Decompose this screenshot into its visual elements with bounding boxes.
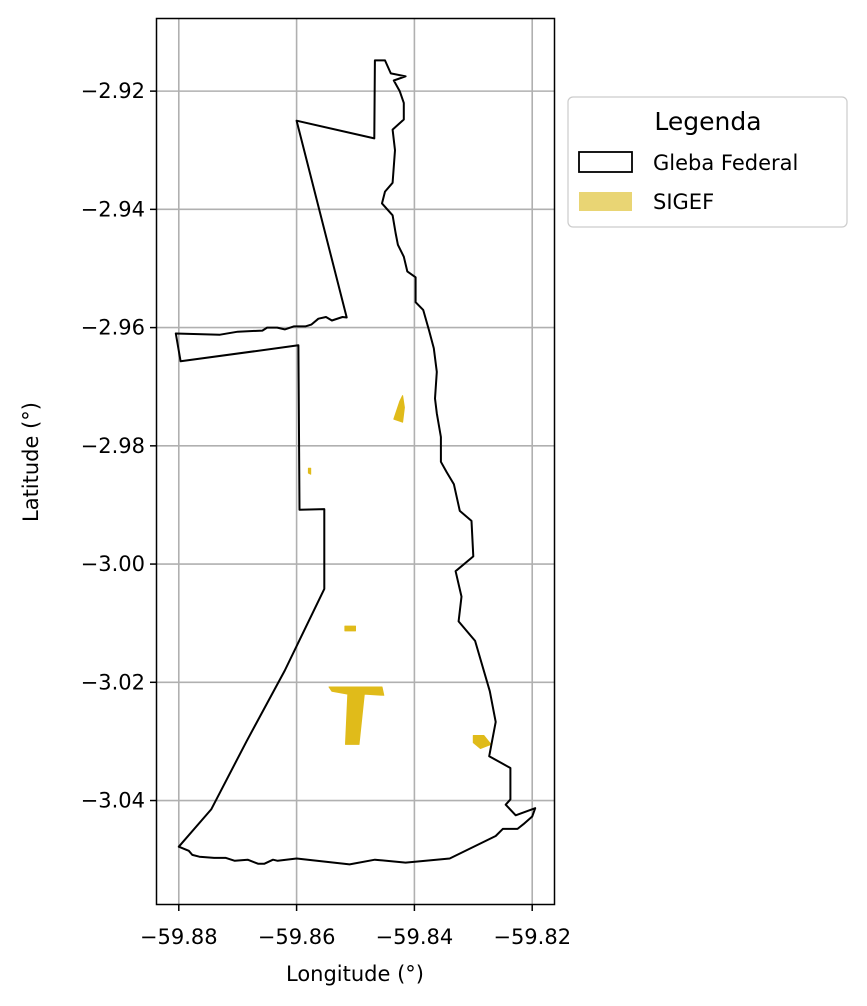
gleba-federal-boundary bbox=[174, 59, 537, 866]
plot-frame bbox=[155, 17, 556, 906]
y-tick-label: −2.98 bbox=[81, 434, 145, 458]
x-tick-label: −59.84 bbox=[376, 925, 454, 949]
legend-swatch-sigef bbox=[579, 192, 632, 211]
sigef-parcel bbox=[328, 686, 385, 745]
sigef-parcel bbox=[472, 735, 492, 749]
grid bbox=[157, 19, 554, 904]
sigef-parcel bbox=[344, 625, 356, 632]
y-tick-label: −2.92 bbox=[81, 79, 145, 103]
legend-swatch-gleba-federal bbox=[578, 151, 633, 173]
y-axis-title: Latitude (°) bbox=[19, 402, 43, 522]
y-tick-label: −2.96 bbox=[81, 316, 145, 340]
axis-ticks: −59.88 −59.86 −59.84 −59.82 −2.92 −2.94 −2.96 −… bbox=[81, 79, 571, 949]
legend-label-gleba-federal: Gleba Federal bbox=[653, 151, 798, 175]
y-tick-label: −2.94 bbox=[81, 197, 145, 221]
x-tick-label: −59.86 bbox=[258, 925, 336, 949]
y-tick-label: −3.04 bbox=[81, 789, 145, 813]
x-axis-title: Longitude (°) bbox=[286, 962, 424, 986]
x-tick-label: −59.88 bbox=[140, 925, 218, 949]
legend: Legenda Gleba Federal SIGEF bbox=[567, 96, 848, 228]
legend-title: Legenda bbox=[654, 107, 761, 136]
y-tick-label: −3.00 bbox=[81, 552, 145, 576]
sigef-parcel bbox=[307, 467, 312, 475]
sigef-parcel bbox=[393, 395, 405, 423]
map-layers bbox=[174, 59, 537, 866]
legend-box bbox=[567, 96, 848, 228]
legend-label-sigef: SIGEF bbox=[653, 190, 714, 214]
x-tick-label: −59.82 bbox=[493, 925, 571, 949]
y-tick-label: −3.02 bbox=[81, 670, 145, 694]
